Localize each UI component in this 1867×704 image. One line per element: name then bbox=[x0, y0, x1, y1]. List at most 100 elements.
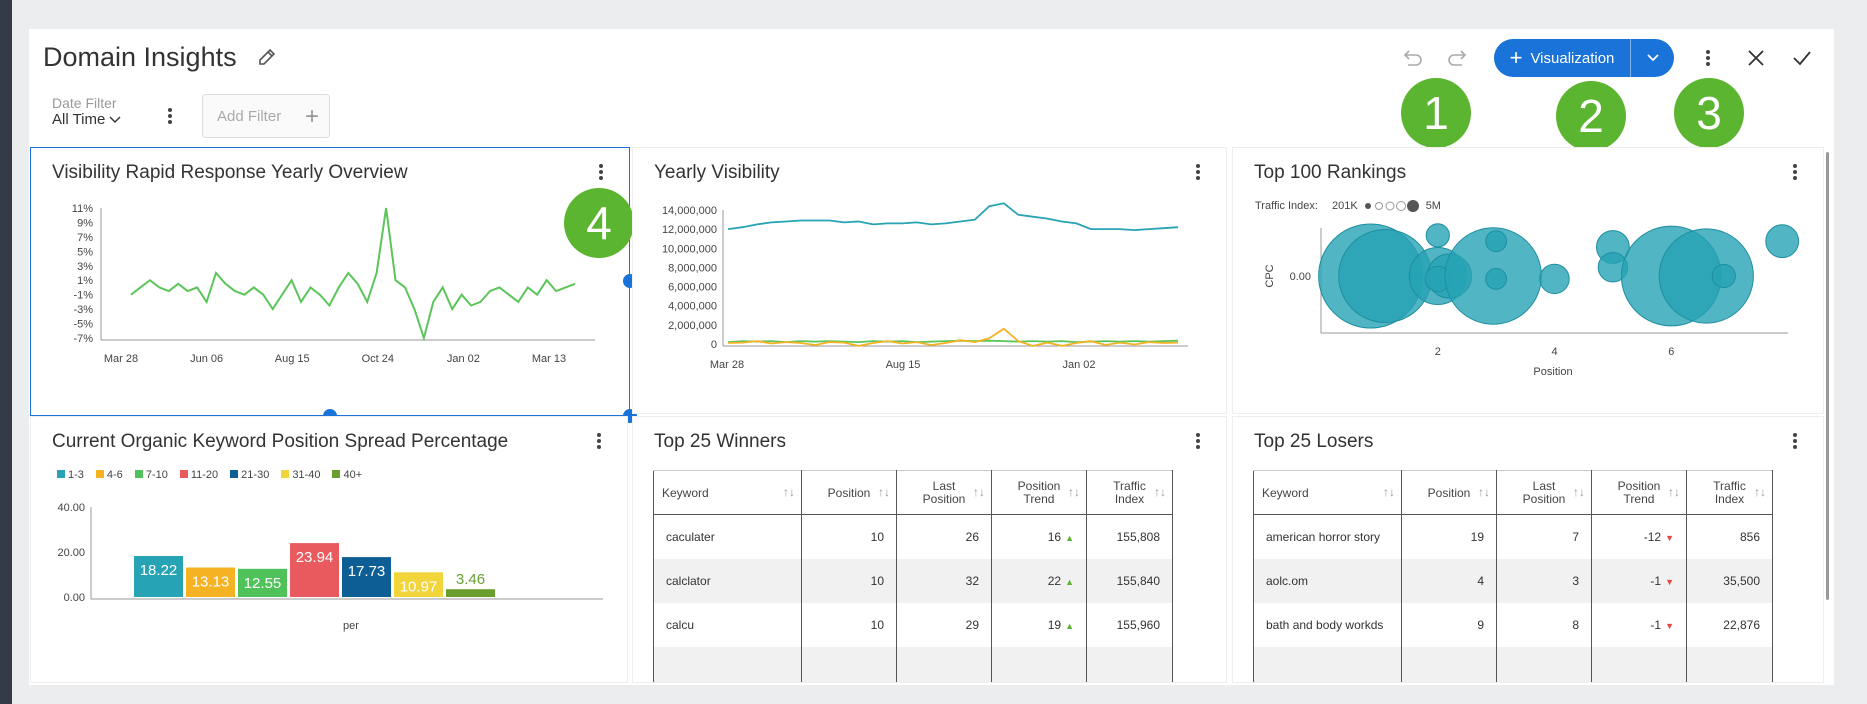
y-tick-label: 4,000,000 bbox=[668, 301, 717, 313]
y-tick-label: 7% bbox=[77, 232, 93, 244]
x-tick-label: Jan 02 bbox=[447, 353, 480, 365]
table-row[interactable]: calcu 10 29 19 ▲ 155,960 bbox=[653, 602, 1173, 647]
table-cell: -1 ▼ bbox=[1591, 602, 1687, 647]
table-row[interactable]: bath and body workds 9 8 -1 ▼ 22,876 bbox=[1253, 602, 1773, 647]
column-header[interactable]: Traffic Index ↑↓ bbox=[1086, 470, 1173, 515]
y-tick-label: 11% bbox=[72, 203, 93, 215]
visualization-main-button[interactable]: + Visualization bbox=[1494, 39, 1630, 77]
table-row[interactable]: calclator 10 32 22 ▲ 155,840 bbox=[653, 558, 1173, 603]
table-cell: 155,840 bbox=[1086, 558, 1173, 603]
visualization-label: Visualization bbox=[1530, 49, 1615, 67]
card-top100-rankings[interactable]: Top 100 Rankings Traffic Index: 201K 5M … bbox=[1232, 147, 1824, 414]
table-cell: 32 bbox=[896, 558, 992, 603]
table-cell bbox=[1086, 646, 1173, 682]
table-cell bbox=[1591, 646, 1687, 682]
edit-pencil-icon[interactable] bbox=[255, 46, 279, 70]
card-menu-icon[interactable] bbox=[1192, 162, 1204, 184]
column-header[interactable]: Position Trend ↑↓ bbox=[991, 470, 1087, 515]
table-cell: 4 bbox=[1401, 558, 1497, 603]
column-header[interactable]: Position Trend ↑↓ bbox=[1591, 470, 1687, 515]
legend-item: 31-40 bbox=[281, 469, 320, 481]
close-icon[interactable] bbox=[1743, 45, 1769, 71]
legend-item: 4-6 bbox=[95, 469, 123, 481]
column-header[interactable]: Position ↑↓ bbox=[801, 470, 897, 515]
bar-value-label: 12.55 bbox=[244, 575, 282, 592]
x-tick-label: Mar 28 bbox=[710, 359, 744, 371]
column-header[interactable]: Last Position ↑↓ bbox=[896, 470, 992, 515]
table-row[interactable]: caculater 10 26 16 ▲ 155,808 bbox=[653, 514, 1173, 559]
table-cell: calclator bbox=[653, 558, 802, 603]
callout-badge-2: 2 bbox=[1556, 81, 1626, 151]
legend-item: 11-20 bbox=[179, 469, 218, 481]
column-header[interactable]: Last Position ↑↓ bbox=[1496, 470, 1592, 515]
add-filter-button[interactable]: Add Filter + bbox=[202, 94, 330, 138]
date-filter-label: Date Filter bbox=[52, 95, 117, 111]
table-cell: 155,808 bbox=[1086, 514, 1173, 559]
card-top25-winners[interactable]: Top 25 Winners Keyword ↑↓ Position ↑↓ Last P… bbox=[632, 416, 1227, 683]
card-title: Top 25 Winners bbox=[654, 431, 787, 452]
date-filter-value[interactable]: All Time bbox=[52, 111, 121, 128]
column-header[interactable]: Position ↑↓ bbox=[1401, 470, 1497, 515]
plus-icon: + bbox=[1509, 45, 1523, 70]
bar bbox=[342, 557, 391, 597]
redo-icon[interactable] bbox=[1444, 45, 1472, 71]
bar bbox=[186, 567, 235, 597]
visibility-overview-chart: 11% 9% 7% 5% 3% 1% -1% -3% -5% -7% Mar 28 Jun 06 Aug… bbox=[72, 203, 595, 365]
more-options-icon[interactable] bbox=[1700, 45, 1716, 71]
card-menu-icon[interactable] bbox=[593, 431, 605, 453]
sort-icon: ↑↓ bbox=[1573, 485, 1585, 499]
card-top25-losers[interactable]: Top 25 Losers Keyword ↑↓ Position ↑↓ Last Po… bbox=[1232, 416, 1824, 683]
series-line bbox=[727, 327, 1179, 347]
x-tick-label: Mar 13 bbox=[532, 353, 566, 365]
add-visualization-button[interactable]: + Visualization bbox=[1494, 39, 1674, 77]
filter-more-icon[interactable] bbox=[162, 104, 178, 128]
card-menu-icon[interactable] bbox=[595, 162, 607, 184]
table-cell: -1 ▼ bbox=[1591, 558, 1687, 603]
table-cell: 7 bbox=[1496, 514, 1592, 559]
column-header[interactable]: Keyword ↑↓ bbox=[653, 470, 802, 515]
date-filter[interactable]: Date Filter All Time bbox=[52, 95, 121, 128]
card-menu-icon[interactable] bbox=[1789, 431, 1801, 453]
card-visibility-overview[interactable]: Visibility Rapid Response Yearly Overvie… bbox=[30, 147, 630, 416]
bar-value-label: 23.94 bbox=[296, 549, 334, 566]
legend-swatch bbox=[281, 470, 290, 478]
y-tick-label: 0.00 bbox=[64, 592, 85, 604]
column-header-label: Position Trend bbox=[1617, 478, 1661, 506]
column-header-label: Keyword bbox=[1262, 485, 1309, 500]
card-menu-icon[interactable] bbox=[1789, 162, 1801, 184]
table-cell: 19 bbox=[1401, 514, 1497, 559]
table-row[interactable]: american horror story 19 7 -12 ▼ 856 bbox=[1253, 514, 1773, 559]
column-header[interactable]: Traffic Index ↑↓ bbox=[1686, 470, 1773, 515]
card-position-spread[interactable]: Current Organic Keyword Position Spread … bbox=[30, 416, 628, 683]
traffic-index-label: Traffic Index: bbox=[1255, 200, 1318, 212]
top100-bubble-chart: 0.00 CPC 2 4 6 Position bbox=[1264, 223, 1800, 378]
trend-down-icon: ▼ bbox=[1665, 620, 1674, 631]
y-tick-label: -3% bbox=[73, 304, 93, 316]
bar bbox=[238, 568, 287, 597]
legend-item: 40+ bbox=[332, 469, 362, 481]
trend-up-icon: ▲ bbox=[1065, 620, 1074, 631]
table-cell bbox=[1496, 646, 1592, 682]
table-cell bbox=[653, 646, 802, 682]
winners-table: Keyword ↑↓ Position ↑↓ Last Position ↑↓ Positi… bbox=[653, 470, 1173, 682]
card-menu-icon[interactable] bbox=[1192, 431, 1204, 453]
sort-icon: ↑↓ bbox=[1668, 485, 1680, 499]
legend-item: 21-30 bbox=[230, 469, 269, 481]
add-filter-label: Add Filter bbox=[217, 107, 282, 125]
column-header[interactable]: Keyword ↑↓ bbox=[1253, 470, 1402, 515]
confirm-check-icon[interactable] bbox=[1789, 45, 1815, 71]
trend-down-icon: ▼ bbox=[1665, 532, 1674, 543]
y-tick-label: -5% bbox=[73, 319, 93, 331]
table-cell: 22,876 bbox=[1686, 602, 1773, 647]
card-yearly-visibility[interactable]: Yearly Visibility 14,000,000 12,000,000 10… bbox=[632, 147, 1227, 414]
column-header-label: Position bbox=[1427, 485, 1471, 500]
visualization-dropdown-button[interactable] bbox=[1630, 39, 1674, 77]
trend-up-icon: ▲ bbox=[1065, 576, 1074, 587]
legend-swatch bbox=[95, 470, 104, 478]
scrollbar[interactable] bbox=[1826, 152, 1829, 600]
table-row[interactable]: aolc.om 4 3 -1 ▼ 35,500 bbox=[1253, 558, 1773, 603]
plus-icon: + bbox=[304, 103, 319, 130]
undo-icon[interactable] bbox=[1398, 45, 1426, 71]
y-axis-title: CPC bbox=[1264, 264, 1276, 287]
y-tick-label: 40.00 bbox=[57, 502, 85, 514]
